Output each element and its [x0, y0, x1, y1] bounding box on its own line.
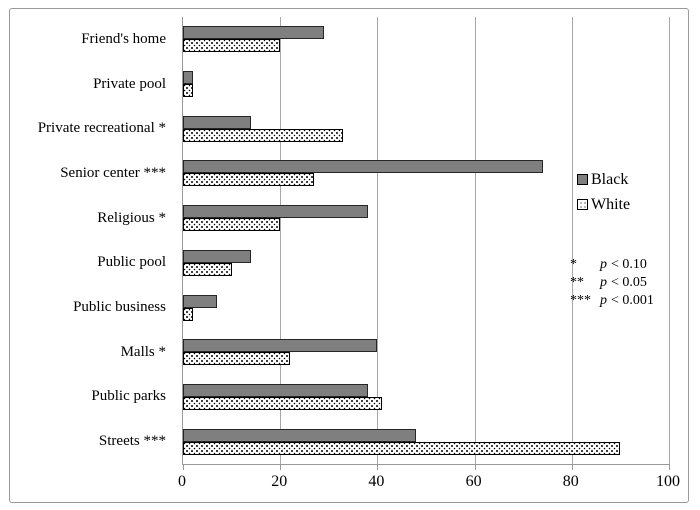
significance-stars: ***	[570, 293, 591, 308]
bar-group	[183, 196, 669, 241]
bar-white	[183, 307, 193, 321]
legend-swatch-white-icon	[577, 199, 588, 210]
gridline	[474, 17, 476, 464]
bar-group	[183, 241, 669, 286]
x-axis-labels: 0 20 40 60 80 100	[178, 472, 680, 494]
category-label: Religious *	[97, 209, 166, 226]
axis-tick	[474, 464, 476, 470]
bar-white	[183, 396, 383, 410]
significance-stars: *	[570, 257, 577, 272]
significance-note: * p < 0.10 ** p < 0.05 *** p < 0.001	[570, 257, 654, 311]
bar-white	[183, 352, 290, 366]
axis-tick	[669, 464, 670, 470]
axis-tick	[183, 464, 184, 470]
category-label: Streets ***	[98, 433, 166, 450]
category-labels: Friend's home Private pool Private recreat…	[4, 17, 174, 464]
bar-black	[183, 383, 368, 397]
bar-white	[183, 262, 232, 276]
category-label: Friend's home	[81, 30, 166, 47]
significance-threshold: < 0.10	[611, 257, 647, 272]
axis-tick	[280, 464, 282, 470]
bar-white	[183, 218, 281, 232]
category-label: Private pool	[93, 75, 166, 92]
bar-black	[183, 205, 368, 219]
axis-tick	[571, 464, 573, 470]
bar-black	[183, 115, 252, 129]
bar-white	[183, 128, 344, 142]
bar-black	[183, 160, 543, 174]
x-axis-label: 80	[562, 473, 579, 490]
x-axis-label: 40	[368, 473, 385, 490]
significance-p-symbol: p	[600, 293, 607, 308]
x-axis-label: 20	[271, 473, 288, 490]
bar-group	[183, 285, 669, 330]
gridline	[280, 17, 282, 464]
bar-white	[183, 84, 193, 98]
significance-row: * p < 0.10	[570, 257, 654, 275]
gridline	[669, 17, 670, 464]
bar-black	[183, 294, 218, 308]
legend: Black White	[577, 167, 630, 217]
bar-white	[183, 39, 281, 53]
bar-group	[183, 62, 669, 107]
bar-group	[183, 151, 669, 196]
category-label: Public parks	[91, 388, 166, 405]
legend-swatch-black-icon	[577, 174, 588, 185]
significance-row: ** p < 0.05	[570, 275, 654, 293]
bar-group	[183, 330, 669, 375]
bar-group	[183, 375, 669, 420]
plot-area	[182, 17, 670, 470]
bar-black	[183, 249, 252, 263]
x-axis-label: 100	[656, 473, 680, 490]
legend-label-black: Black	[591, 170, 629, 188]
gridline	[377, 17, 379, 464]
bar-black	[183, 71, 193, 85]
bar-group	[183, 419, 669, 464]
significance-threshold: < 0.05	[611, 275, 647, 290]
significance-p-symbol: p	[600, 257, 607, 272]
axis-tick	[377, 464, 379, 470]
bar-group	[183, 17, 669, 62]
bar-black	[183, 339, 378, 353]
gridline	[571, 17, 573, 464]
legend-item-black: Black	[577, 167, 630, 192]
significance-p-symbol: p	[600, 275, 607, 290]
bar-white	[183, 441, 621, 455]
category-label: Senior center ***	[60, 164, 166, 181]
category-label: Private recreational *	[37, 120, 166, 137]
bar-black	[183, 26, 324, 40]
category-label: Public pool	[97, 254, 166, 271]
legend-item-white: White	[577, 192, 630, 217]
bar-black	[183, 428, 417, 442]
category-label: Public business	[73, 299, 166, 316]
category-label: Malls *	[120, 343, 166, 360]
significance-stars: **	[570, 275, 584, 290]
bar-white	[183, 173, 315, 187]
significance-row: *** p < 0.001	[570, 293, 654, 311]
x-axis-label: 0	[178, 473, 186, 490]
bar-groups-container	[183, 17, 669, 464]
legend-label-white: White	[591, 195, 631, 213]
significance-threshold: < 0.001	[611, 293, 654, 308]
bar-group	[183, 106, 669, 151]
x-axis-label: 60	[465, 473, 482, 490]
